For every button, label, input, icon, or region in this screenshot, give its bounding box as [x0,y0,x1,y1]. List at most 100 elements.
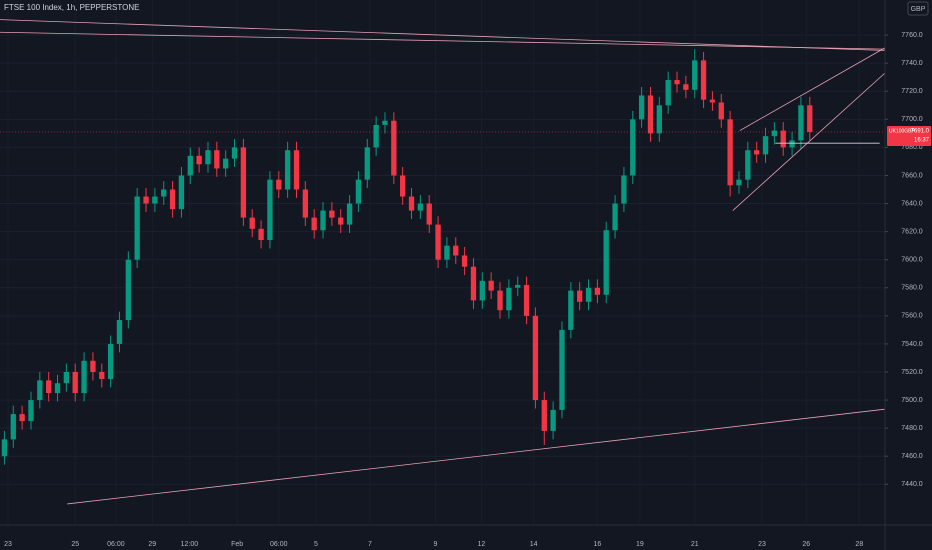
candle-body [461,255,468,267]
currency[interactable]: GBP [911,6,926,13]
candle-body [28,400,34,422]
candle-body [320,210,326,231]
candle-body [807,105,813,132]
x-tick-label: 25 [71,541,79,548]
candle-body [559,329,565,410]
x-tick-label: 29 [148,541,156,548]
y-tick-label: 7500.0 [901,397,923,404]
y-tick-label: 7720.0 [901,88,923,95]
x-tick-label: 16 [593,541,601,548]
y-tick-label: 7480.0 [901,425,923,432]
candle-body [125,259,131,321]
candle-body [329,210,335,218]
candle-body [665,80,671,106]
candle-body [798,105,804,141]
candle-body [284,150,291,190]
candle-body [497,290,503,311]
y-tick-label: 7580.0 [901,285,923,292]
candle-body [771,130,778,137]
candle-body [674,80,680,85]
candle-body [585,287,592,302]
candle-body [346,203,353,225]
candle-body [736,179,742,186]
candle-body [37,380,43,401]
y-tick-label: 7640.0 [901,200,923,207]
candle-body [718,102,724,120]
candle-body [426,203,432,225]
candle-body [692,60,698,90]
candle-body [638,95,645,120]
x-tick-label: 23 [4,541,12,548]
candle-body [391,120,397,176]
candle-body [789,140,795,148]
y-tick-label: 7460.0 [901,453,923,460]
y-tick-label: 7520.0 [901,369,923,376]
candle-body [258,228,264,241]
last-price-countdown: 16:37 [914,138,930,144]
x-tick-label: Feb [231,541,243,548]
candle-body [81,360,87,394]
candle-body [523,284,530,316]
y-tick-label: 7700.0 [901,116,923,123]
candle-body [63,371,70,384]
candle-body [408,196,415,211]
candle-body [338,217,344,225]
candle-body [373,124,379,148]
last-price-label: 7691.0 [911,129,930,135]
candle-body [550,409,556,431]
candle-body [603,230,609,295]
candle-body [417,203,424,211]
candle-body [152,196,158,204]
candle-body [116,320,123,344]
candle-body [594,287,601,295]
y-tick-label: 7660.0 [901,172,923,179]
candle-body [10,414,16,440]
x-tick-label: 19 [636,541,644,548]
trend-line [67,408,886,505]
trend-line [0,19,886,51]
candle-body [470,266,477,301]
candle-body [727,119,733,186]
candle-body [444,245,450,260]
candle-body [630,119,636,176]
y-tick-label: 7540.0 [901,341,923,348]
candle-body [647,95,654,134]
candle-body [709,99,716,103]
x-tick-label: 06:00 [107,541,125,548]
candle-body [745,150,751,180]
currency-box[interactable] [907,1,929,16]
candle-body [754,150,760,155]
candle-body [541,400,547,431]
trend-line [0,31,886,50]
candle-body [780,130,786,148]
x-tick-label: 28 [855,541,863,548]
candle-body [621,175,627,204]
candle-body [161,189,167,197]
candle-body [231,147,238,159]
y-tick-label: 7600.0 [901,257,923,264]
candle-body [143,196,149,204]
last-price-symbol: UK100GBP [889,128,916,134]
candle-body [506,287,512,311]
candle-body [382,120,388,125]
candle-body [700,60,707,100]
candle-body [187,155,193,176]
candle-body [214,150,220,169]
candle-body [532,315,539,401]
candle-body [107,343,114,380]
x-tick-label: 06:00 [270,541,288,548]
candle-body [276,179,282,190]
last-price-box [887,125,931,146]
candle-body [223,158,229,169]
candle-body [400,175,406,197]
y-tick-label: 7740.0 [901,60,923,67]
candle-body [568,290,574,330]
x-tick-label: 12 [478,541,486,548]
x-tick-label: 5 [314,541,318,548]
candle-body [46,380,52,394]
candle-body [355,179,362,204]
chart-title: FTSE 100 Index, 1h, PEPPERSTONE [4,3,139,12]
candle-body [293,150,300,190]
